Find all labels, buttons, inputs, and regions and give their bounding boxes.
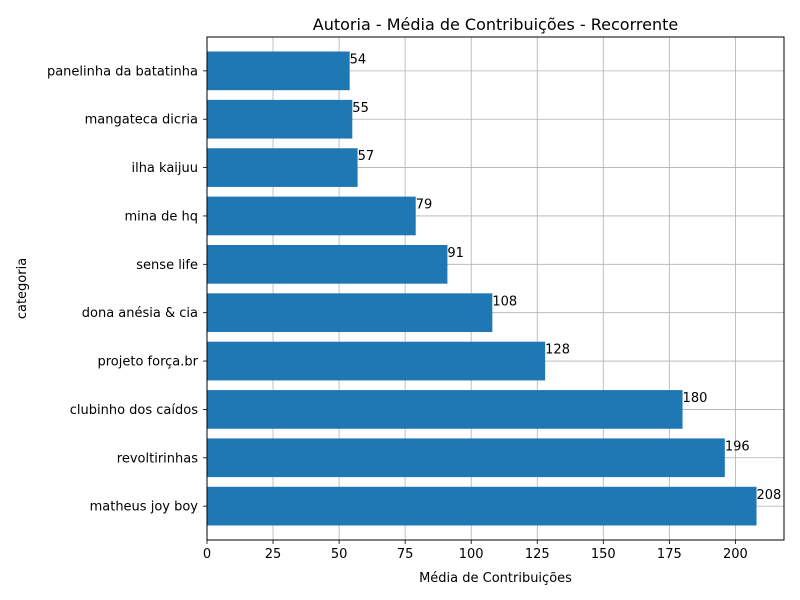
bars — [207, 51, 757, 526]
bar — [207, 486, 757, 526]
bar — [207, 196, 416, 236]
bar — [207, 99, 353, 139]
y-tick-label: sense life — [136, 258, 198, 273]
bar — [207, 293, 493, 333]
x-tick-label: 75 — [397, 547, 414, 562]
x-tick-label: 200 — [723, 547, 748, 562]
y-tick-label: projeto força.br — [98, 355, 199, 370]
bar — [207, 244, 448, 284]
ticks: 0 25 50 75 100 125 150 175 200 matheus joy boy rev… — [47, 64, 748, 562]
y-tick-label: dona anésia & cia — [82, 306, 198, 321]
x-tick-label: 175 — [657, 547, 682, 562]
bar — [207, 390, 683, 429]
bar-value-label: 128 — [545, 343, 570, 358]
y-tick-label: revoltirinhas — [117, 451, 198, 466]
bar-value-label: 57 — [358, 149, 375, 164]
x-tick-label: 50 — [331, 547, 348, 562]
bar-value-label: 196 — [725, 439, 750, 454]
x-tick-label: 0 — [203, 547, 211, 562]
x-axis-label: Média de Contribuições — [419, 571, 572, 586]
bar-value-label: 108 — [492, 294, 517, 309]
bar — [207, 341, 546, 381]
bar-value-label: 91 — [447, 246, 464, 261]
bar-value-label: 208 — [757, 488, 782, 503]
plot-frame — [206, 36, 785, 541]
chart-title: Autoria - Média de Contribuições - Recor… — [313, 15, 678, 34]
x-tick-label: 25 — [265, 547, 282, 562]
x-tick-label: 100 — [459, 547, 484, 562]
bar — [207, 148, 358, 187]
bar — [207, 438, 725, 478]
y-tick-label: mina de hq — [125, 209, 199, 224]
x-tick-label: 150 — [591, 547, 616, 562]
y-tick-label: panelinha da batatinha — [47, 64, 198, 79]
bar-value-label: 180 — [683, 391, 708, 406]
bar-value-label: 79 — [416, 198, 433, 213]
y-tick-label: clubinho dos caídos — [70, 403, 198, 418]
y-tick-label: mangateca dicria — [85, 113, 198, 128]
bar-value-label: 55 — [352, 101, 369, 116]
bar — [207, 51, 350, 91]
y-tick-label: matheus joy boy — [90, 500, 199, 515]
x-tick-label: 125 — [525, 547, 550, 562]
y-tick-label: ilha kaijuu — [131, 161, 198, 176]
bar-value-label: 54 — [350, 53, 367, 68]
data-labels: 208 196 180 128 108 91 79 57 55 54 — [350, 53, 782, 503]
y-axis-label: categoria — [15, 258, 30, 319]
